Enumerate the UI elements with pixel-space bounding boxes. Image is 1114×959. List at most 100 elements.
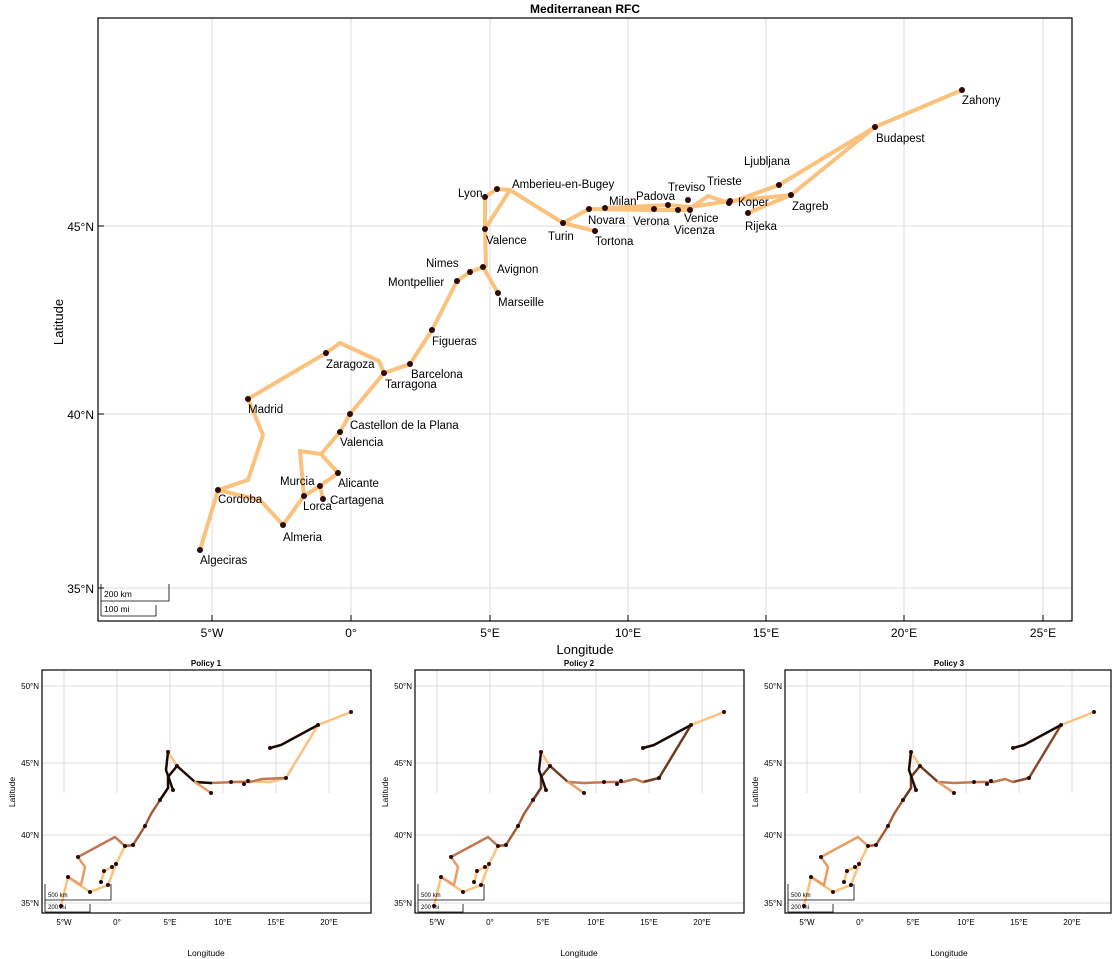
- city-label: Tarragona: [385, 379, 437, 391]
- scale-bar: 500 km 200 mi: [44, 884, 112, 913]
- x-tick-label: 10°E: [587, 918, 604, 927]
- policy-2-map: Policy 2 Longitude Latitude 5°W 0° 5°E 1…: [380, 659, 745, 958]
- main-xlabel: Longitude: [556, 642, 613, 657]
- city-label: Turin: [548, 231, 574, 243]
- subplot-xlabel: Longitude: [560, 948, 598, 958]
- city-label: Figueras: [432, 336, 477, 348]
- policy-3-map: Policy 3 Longitude Latitude 5°W 0° 5°E 1…: [750, 659, 1112, 958]
- scale-mi: 100 mi: [104, 604, 130, 614]
- city-label: Barcelona: [411, 369, 463, 381]
- city-label: Murcia: [280, 476, 315, 488]
- subplot-title: Policy 3: [934, 659, 965, 668]
- scale-mi: 200 mi: [48, 905, 66, 911]
- city-label: Budapest: [876, 133, 925, 145]
- subplot-ylabel: Latitude: [750, 777, 760, 808]
- y-tick-label: 50°N: [21, 682, 39, 691]
- city-label: Lorca: [303, 501, 332, 513]
- x-tick-label: 0°: [345, 626, 357, 640]
- city-label: Montpellier: [388, 277, 444, 289]
- city-label: Marseille: [498, 297, 544, 309]
- city-label: Valence: [486, 235, 527, 247]
- x-tick-label: 5°E: [907, 918, 920, 927]
- x-tick-label: 20°E: [693, 918, 710, 927]
- city-label: Verona: [633, 216, 670, 228]
- city-label: Lyon: [458, 188, 483, 200]
- city-label: Vicenza: [674, 225, 715, 237]
- subplot-title: Policy 1: [191, 659, 222, 668]
- x-tick-label: 20°E: [1063, 918, 1080, 927]
- city-label: Zaragoza: [326, 359, 375, 371]
- x-tick-label: 5°W: [429, 918, 445, 927]
- city-label: Almeria: [283, 532, 323, 544]
- x-tick-label: 15°E: [1010, 918, 1027, 927]
- y-tick-label: 50°N: [394, 682, 412, 691]
- city-label: Ljubljana: [744, 156, 791, 168]
- x-tick-label: 5°W: [201, 626, 224, 640]
- scale-bar: 500 km 200 mi: [787, 884, 855, 913]
- city-label: Avignon: [497, 264, 538, 276]
- subplot-xlabel: Longitude: [930, 948, 968, 958]
- subplot-xlabel: Longitude: [187, 948, 225, 958]
- x-tick-label: 5°W: [56, 918, 72, 927]
- main-ylabel: Latitude: [51, 299, 66, 345]
- main-cities: [197, 87, 965, 553]
- y-tick-label: 35°N: [394, 899, 412, 908]
- city-label: Treviso: [668, 182, 705, 194]
- y-tick-label: 45°N: [21, 759, 39, 768]
- main-grid: [98, 18, 1072, 621]
- city-label: Cartagena: [330, 495, 384, 507]
- city-label: Castellon de la Plana: [350, 420, 459, 432]
- city-label: Rijeka: [745, 221, 778, 233]
- y-tick-label: 50°N: [764, 682, 782, 691]
- x-tick-label: 20°E: [891, 626, 917, 640]
- main-scale-bar: 200 km 100 mi: [100, 584, 170, 617]
- policy-1-map: Policy 1 Longitude Latitude 5°W 0° 5°E 1…: [7, 659, 372, 958]
- x-tick-label: 5°E: [537, 918, 550, 927]
- scale-mi: 200 mi: [791, 905, 809, 911]
- city-label: Tortona: [595, 236, 634, 248]
- scale-km: 500 km: [48, 893, 68, 899]
- city-label: Zahony: [962, 95, 1001, 107]
- city-label: Padova: [636, 191, 676, 203]
- x-tick-label: 10°E: [214, 918, 231, 927]
- y-tick-label: 40°N: [764, 831, 782, 840]
- x-tick-label: 0°: [856, 918, 864, 927]
- subplot-ylabel: Latitude: [7, 777, 17, 808]
- x-tick-label: 10°E: [615, 626, 641, 640]
- main-frame: [97, 17, 1073, 622]
- main-city-labels: Zahony Budapest Ljubljana Trieste Zagreb…: [200, 95, 1001, 567]
- y-tick-label: 40°N: [21, 831, 39, 840]
- y-tick-label: 40°N: [394, 831, 412, 840]
- subplot-ylabel: Latitude: [380, 777, 390, 808]
- y-tick-label: 35°N: [764, 899, 782, 908]
- x-tick-label: 15°E: [640, 918, 657, 927]
- city-label: Algeciras: [200, 555, 248, 567]
- x-tick-label: 0°: [486, 918, 494, 927]
- y-tick-label: 35°N: [21, 899, 39, 908]
- main-map: Mediterranean RFC Longitude Latitude 5°W…: [51, 2, 1073, 657]
- x-tick-label: 15°E: [267, 918, 284, 927]
- scale-km: 500 km: [421, 893, 441, 899]
- city-label: Cordoba: [218, 494, 263, 506]
- city-label: Alicante: [338, 478, 379, 490]
- x-tick-label: 15°E: [753, 626, 779, 640]
- x-tick-label: 5°W: [799, 918, 815, 927]
- scale-mi: 200 mi: [421, 905, 439, 911]
- city-label: Trieste: [707, 176, 742, 188]
- city-label: Amberieu-en-Bugey: [512, 179, 615, 191]
- city-label: Milan: [609, 196, 636, 208]
- y-tick-label: 45°N: [764, 759, 782, 768]
- city-label: Zagreb: [792, 201, 828, 213]
- scale-km: 500 km: [791, 893, 811, 899]
- city-label: Valencia: [340, 437, 384, 449]
- y-tick-label: 45°N: [394, 759, 412, 768]
- city-label: Nimes: [426, 258, 459, 270]
- y-tick-label: 40°N: [67, 408, 94, 422]
- city-label: Koper: [738, 197, 769, 209]
- x-tick-label: 5°E: [480, 626, 499, 640]
- subplot-title: Policy 2: [564, 659, 595, 668]
- x-tick-label: 5°E: [164, 918, 177, 927]
- city-label: Venice: [684, 213, 719, 225]
- scale-bar: 500 km 200 mi: [417, 884, 485, 913]
- x-tick-label: 20°E: [320, 918, 337, 927]
